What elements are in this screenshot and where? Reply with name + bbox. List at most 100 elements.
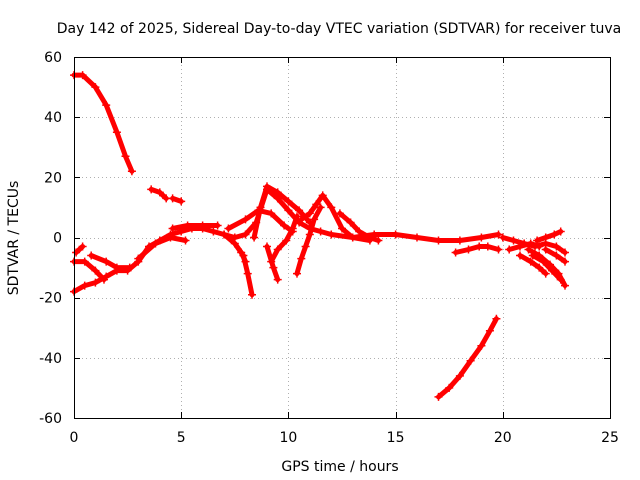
data-series	[70, 71, 569, 401]
data-point	[127, 167, 136, 176]
data-point	[310, 215, 319, 224]
data-point	[365, 233, 374, 242]
data-point	[494, 245, 503, 254]
x-tick-label: 20	[494, 430, 512, 446]
data-point	[263, 182, 271, 191]
x-tick-label: 5	[177, 430, 186, 446]
data-point	[72, 248, 81, 257]
data-point	[509, 236, 518, 245]
data-point	[541, 269, 550, 278]
data-point	[524, 245, 533, 254]
data-point	[374, 236, 383, 245]
data-point	[293, 212, 301, 221]
data-point	[91, 83, 100, 92]
data-point	[181, 236, 190, 245]
series-line-arc-mid-7	[225, 207, 296, 234]
data-point	[241, 215, 250, 224]
data-point	[561, 281, 569, 290]
data-point	[280, 221, 289, 230]
y-tick-label: -20	[39, 291, 62, 307]
data-point	[256, 203, 265, 212]
data-point	[125, 263, 134, 272]
y-tick-label: 0	[53, 231, 62, 247]
data-point	[535, 242, 544, 251]
data-point	[78, 242, 87, 251]
data-point	[112, 263, 121, 272]
data-point	[528, 251, 537, 260]
data-point	[305, 209, 314, 218]
data-point	[100, 275, 108, 284]
data-point	[301, 242, 310, 251]
data-point	[550, 230, 559, 239]
x-tick-label: 0	[70, 430, 79, 446]
y-tick-label: 60	[44, 50, 62, 66]
data-point	[526, 257, 535, 266]
data-point	[183, 221, 192, 230]
data-point	[312, 200, 321, 209]
data-point	[445, 383, 454, 392]
data-point	[316, 227, 325, 236]
series-line-arc-mid-3	[88, 253, 133, 271]
data-point	[505, 245, 514, 254]
data-point	[80, 281, 89, 290]
data-point	[348, 233, 357, 242]
data-point	[516, 251, 524, 260]
data-point	[492, 314, 501, 323]
data-point	[295, 206, 304, 215]
data-point	[327, 203, 336, 212]
data-point	[541, 233, 550, 242]
y-tick-label: -40	[39, 351, 62, 367]
x-tick-label: 15	[387, 430, 405, 446]
data-point	[273, 245, 282, 254]
series-line-arc-late-2	[453, 244, 501, 255]
data-point	[516, 242, 524, 251]
data-point	[318, 191, 327, 200]
series-line-arc-late-8	[530, 253, 564, 283]
data-point	[177, 197, 186, 206]
data-point	[220, 230, 229, 239]
data-point	[455, 371, 464, 380]
data-point	[267, 257, 276, 266]
data-point	[355, 227, 364, 236]
x-tick-label: 25	[601, 430, 619, 446]
data-point	[561, 257, 569, 266]
data-point	[134, 254, 143, 263]
data-point	[91, 266, 100, 275]
data-point	[224, 224, 233, 233]
tick-labels: 0 5 10 15 20 25 -60 -40 -20 0 20 40 60	[39, 50, 619, 446]
data-point	[102, 257, 111, 266]
data-point	[434, 236, 443, 245]
data-point	[455, 236, 464, 245]
data-point	[168, 194, 177, 203]
data-point	[346, 218, 355, 227]
series-line-arc-mid-1	[71, 259, 107, 283]
data-point	[552, 242, 561, 251]
data-point	[91, 278, 100, 287]
data-point	[284, 206, 293, 215]
data-point	[498, 233, 507, 242]
data-point	[338, 224, 346, 233]
data-point	[282, 236, 291, 245]
data-point	[556, 227, 565, 236]
y-tick-label: -60	[39, 411, 62, 427]
data-point	[297, 254, 306, 263]
data-point	[248, 290, 256, 299]
data-point	[239, 251, 248, 260]
series-line-arc-mid-4	[135, 235, 188, 262]
data-point	[284, 197, 293, 206]
data-point	[155, 188, 164, 197]
series-line-arc-late-5	[534, 229, 564, 243]
data-point	[112, 128, 121, 137]
data-point	[241, 230, 250, 239]
data-point	[541, 245, 550, 254]
data-point	[485, 326, 494, 335]
data-point	[273, 275, 282, 284]
data-point	[198, 221, 207, 230]
data-point	[269, 263, 278, 272]
data-point	[335, 209, 344, 218]
data-point	[477, 341, 486, 350]
data-point	[552, 251, 561, 260]
y-tick-label: 40	[44, 110, 62, 126]
series-line-arc-mid-2	[73, 244, 86, 255]
data-point	[556, 275, 565, 284]
